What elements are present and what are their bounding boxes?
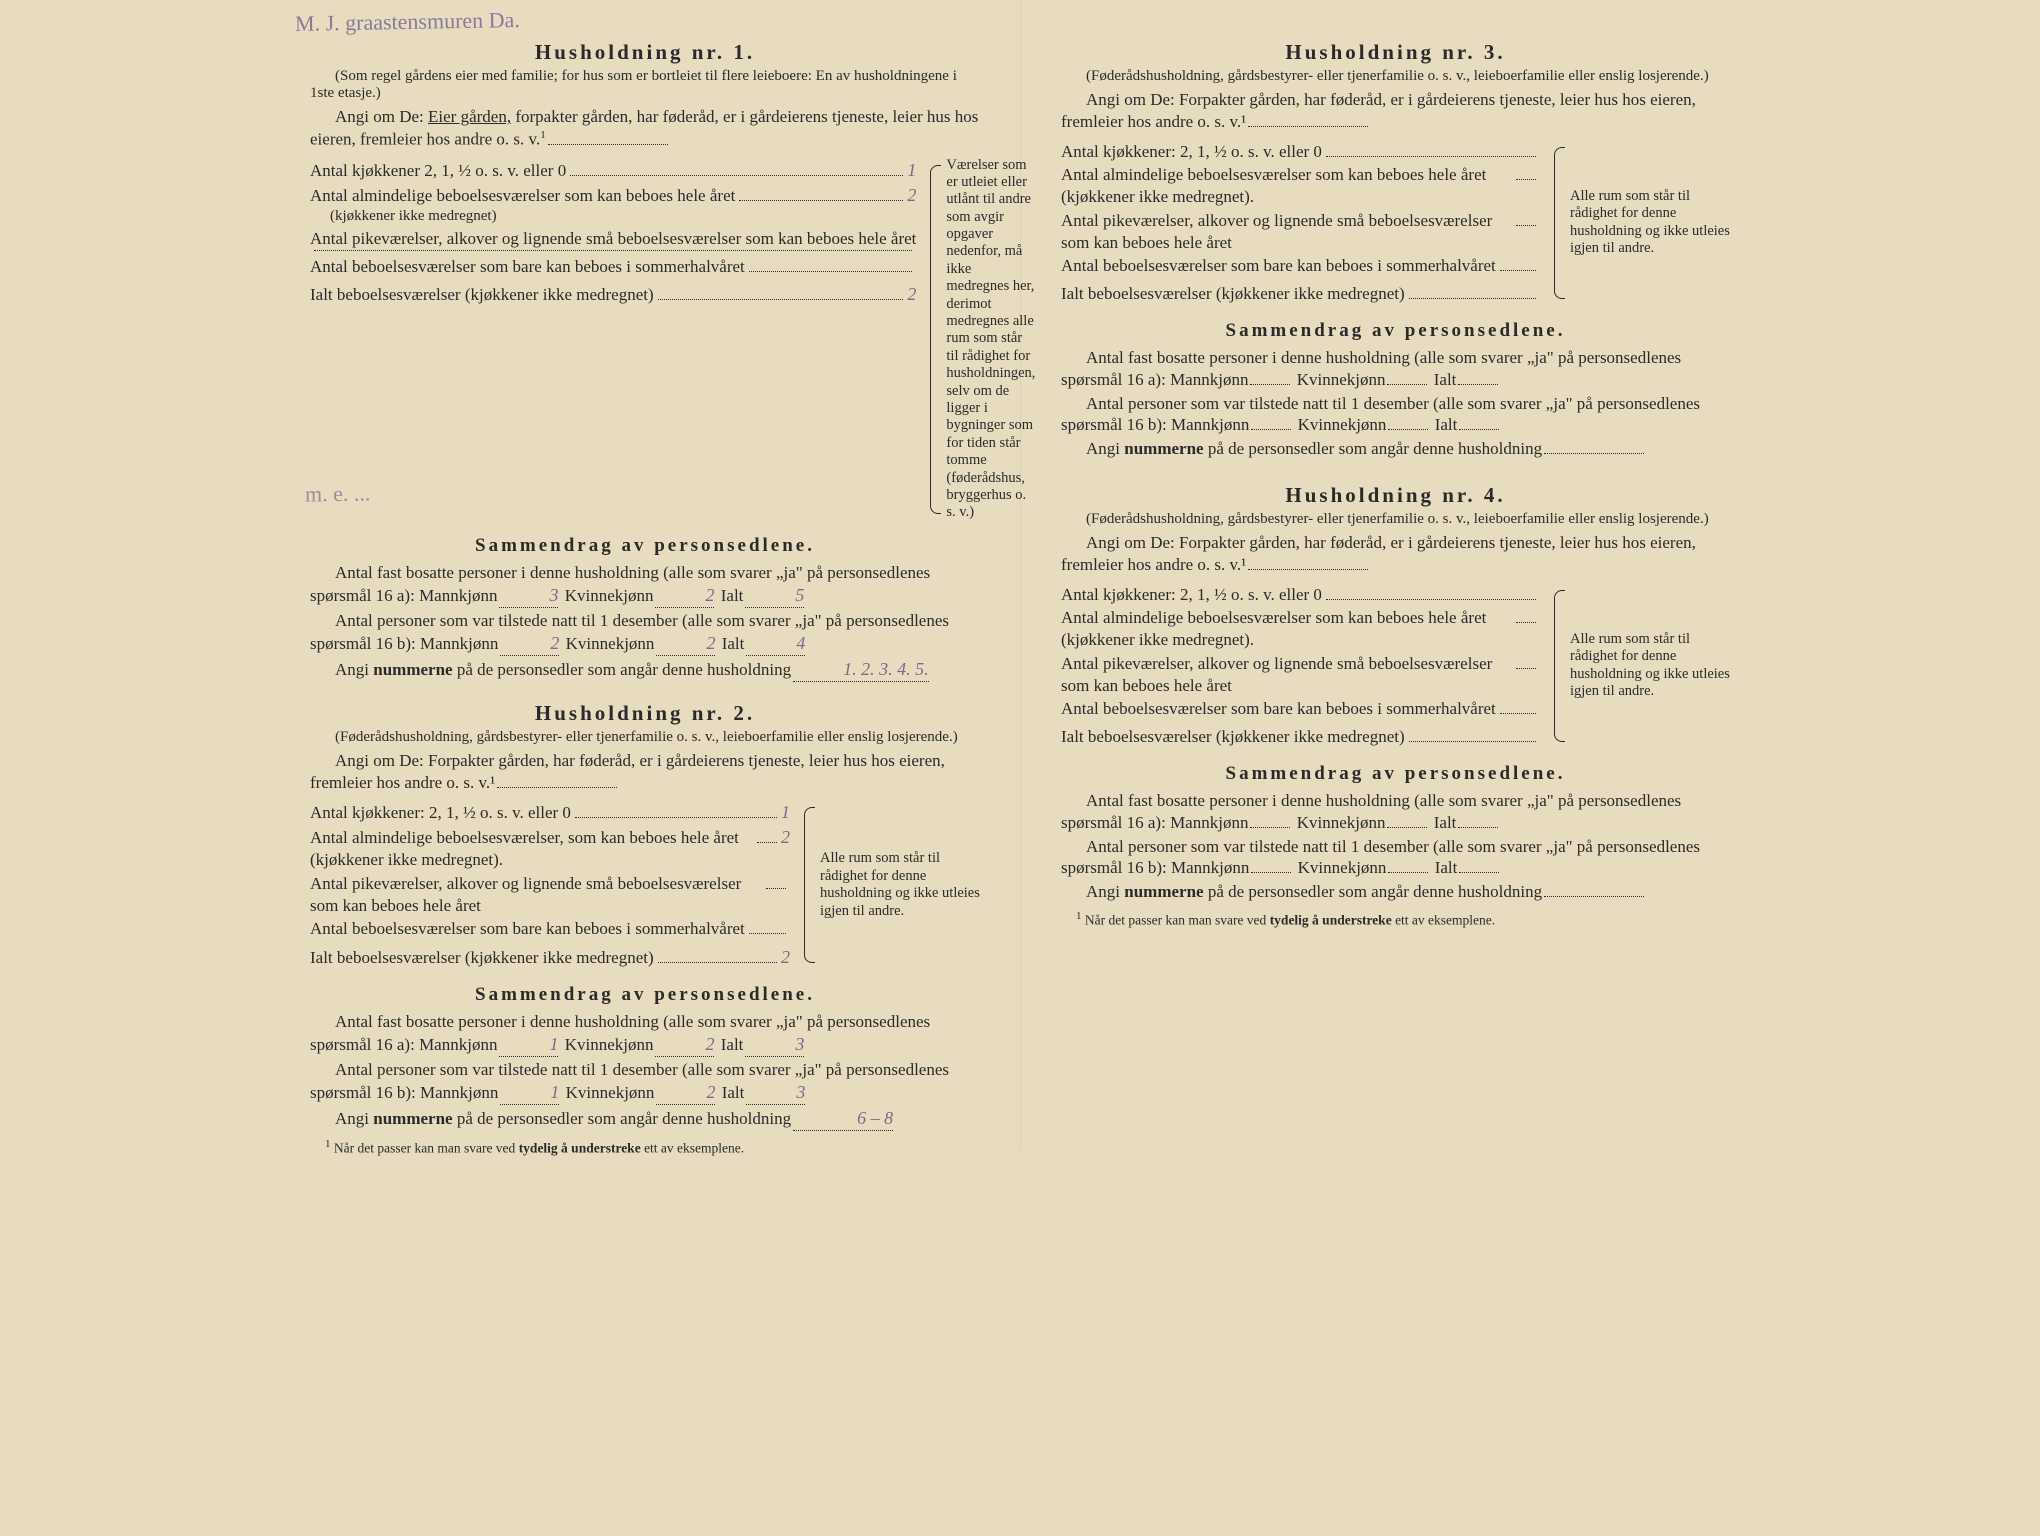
hh4-r2: Antal almindelige beboelsesværelser som … <box>1061 607 1540 651</box>
handwritten-note-top: M. J. graastensmuren Da. <box>295 6 520 38</box>
hh1-ialt: Ialt beboelsesværelser (kjøkkener ikke m… <box>310 283 916 306</box>
hh1-s1: Antal fast bosatte personer i denne hush… <box>310 562 980 608</box>
hh3-summary-title: Sammendrag av personsedlene. <box>1061 319 1730 343</box>
hh4-paren: (Føderådshusholdning, gårdsbestyrer- ell… <box>1061 511 1730 528</box>
hh3-sidenote: Alle rum som står til rådighet for denne… <box>1552 139 1730 307</box>
right-footnote: 1 Når det passer kan man svare ved tydel… <box>1061 909 1730 929</box>
hh2-r2: Antal almindelige beboelsesværelser, som… <box>310 826 790 871</box>
hh2-angi: Angi om De: Forpakter gården, har føderå… <box>310 750 980 794</box>
hh3-ialt: Ialt beboelsesværelser (kjøkkener ikke m… <box>1061 283 1540 305</box>
left-footnote: 1 Når det passer kan man svare ved tydel… <box>310 1137 980 1157</box>
hh3-r2: Antal almindelige beboelsesværelser som … <box>1061 164 1540 208</box>
hh3-r3: Antal pikeværelser, alkover og lignende … <box>1061 210 1540 254</box>
hh3-paren: (Føderådshusholdning, gårdsbestyrer- ell… <box>1061 68 1730 85</box>
hh2-r1: Antal kjøkkener: 2, 1, ½ o. s. v. eller … <box>310 801 790 824</box>
hh4-r1: Antal kjøkkener: 2, 1, ½ o. s. v. eller … <box>1061 584 1540 606</box>
hh2-paren: (Føderådshusholdning, gårdsbestyrer- ell… <box>310 729 980 746</box>
document-spread: M. J. graastensmuren Da. Husholdning nr.… <box>255 0 1785 1150</box>
hh1-num: Angi nummerne på de personsedler som ang… <box>310 658 980 682</box>
hh4-num: Angi nummerne på de personsedler som ang… <box>1061 881 1730 903</box>
hh2-r3: Antal pikeværelser, alkover og lignende … <box>310 873 790 917</box>
hh3-rows-block: Antal kjøkkener: 2, 1, ½ o. s. v. eller … <box>1061 139 1730 307</box>
hh4-r3: Antal pikeværelser, alkover og lignende … <box>1061 653 1540 697</box>
hh4-r4: Antal beboelsesværelser som bare kan beb… <box>1061 698 1540 720</box>
hh1-eier-underline: Eier gården, <box>428 107 511 126</box>
hh2-sidenote: Alle rum som står til rådighet for denne… <box>802 799 980 971</box>
right-page: Husholdning nr. 3. (Føderådshusholdning,… <box>1020 0 1785 1150</box>
hh2-rows-block: Antal kjøkkener: 2, 1, ½ o. s. v. eller … <box>310 799 980 971</box>
hh1-r4: Antal beboelsesværelser som bare kan beb… <box>310 256 916 278</box>
hh3-title: Husholdning nr. 3. <box>1061 39 1730 66</box>
hh4-summary-title: Sammendrag av personsedlene. <box>1061 762 1730 786</box>
hh4-title: Husholdning nr. 4. <box>1061 482 1730 509</box>
hh2-title: Husholdning nr. 2. <box>310 700 980 727</box>
hh2-s2: Antal personer som var tilstede natt til… <box>310 1059 980 1105</box>
hh1-r2: Antal almindelige beboelsesværelser som … <box>310 184 916 226</box>
hh3-angi: Angi om De: Forpakter gården, har føderå… <box>1061 89 1730 133</box>
hh4-ialt: Ialt beboelsesværelser (kjøkkener ikke m… <box>1061 726 1540 748</box>
hh1-rows-block: Antal kjøkkener 2, 1, ½ o. s. v. eller 0… <box>310 157 980 522</box>
hh4-angi: Angi om De: Forpakter gården, har føderå… <box>1061 532 1730 576</box>
handwritten-note-mid: m. e. ... <box>305 479 371 508</box>
hh3-s1: Antal fast bosatte personer i denne hush… <box>1061 347 1730 391</box>
left-page: M. J. graastensmuren Da. Husholdning nr.… <box>255 0 1020 1150</box>
hh2-r4: Antal beboelsesværelser som bare kan beb… <box>310 918 790 940</box>
hh4-s2: Antal personer som var tilstede natt til… <box>1061 836 1730 880</box>
hh3-r4: Antal beboelsesværelser som bare kan beb… <box>1061 255 1540 277</box>
hh1-paren: (Som regel gårdens eier med familie; for… <box>310 68 980 103</box>
hh1-title: Husholdning nr. 1. <box>310 39 980 66</box>
hh2-s1: Antal fast bosatte personer i denne hush… <box>310 1011 980 1057</box>
hh2-summary-title: Sammendrag av personsedlene. <box>310 983 980 1007</box>
hh2-ialt: Ialt beboelsesværelser (kjøkkener ikke m… <box>310 946 790 969</box>
hh4-rows-block: Antal kjøkkener: 2, 1, ½ o. s. v. eller … <box>1061 582 1730 750</box>
hh4-s1: Antal fast bosatte personer i denne hush… <box>1061 790 1730 834</box>
hh1-s2: Antal personer som var tilstede natt til… <box>310 610 980 656</box>
hh3-num: Angi nummerne på de personsedler som ang… <box>1061 438 1730 460</box>
hh1-summary-title: Sammendrag av personsedlene. <box>310 534 980 558</box>
hh3-r1: Antal kjøkkener: 2, 1, ½ o. s. v. eller … <box>1061 141 1540 163</box>
hh1-r1: Antal kjøkkener 2, 1, ½ o. s. v. eller 0… <box>310 159 916 182</box>
hh1-angi: Angi om De: Eier gården, forpakter gårde… <box>310 106 980 150</box>
hh1-r3: Antal pikeværelser, alkover og lignende … <box>310 228 916 254</box>
hh4-sidenote: Alle rum som står til rådighet for denne… <box>1552 582 1730 750</box>
hh2-num: Angi nummerne på de personsedler som ang… <box>310 1107 980 1131</box>
hh3-s2: Antal personer som var tilstede natt til… <box>1061 393 1730 437</box>
